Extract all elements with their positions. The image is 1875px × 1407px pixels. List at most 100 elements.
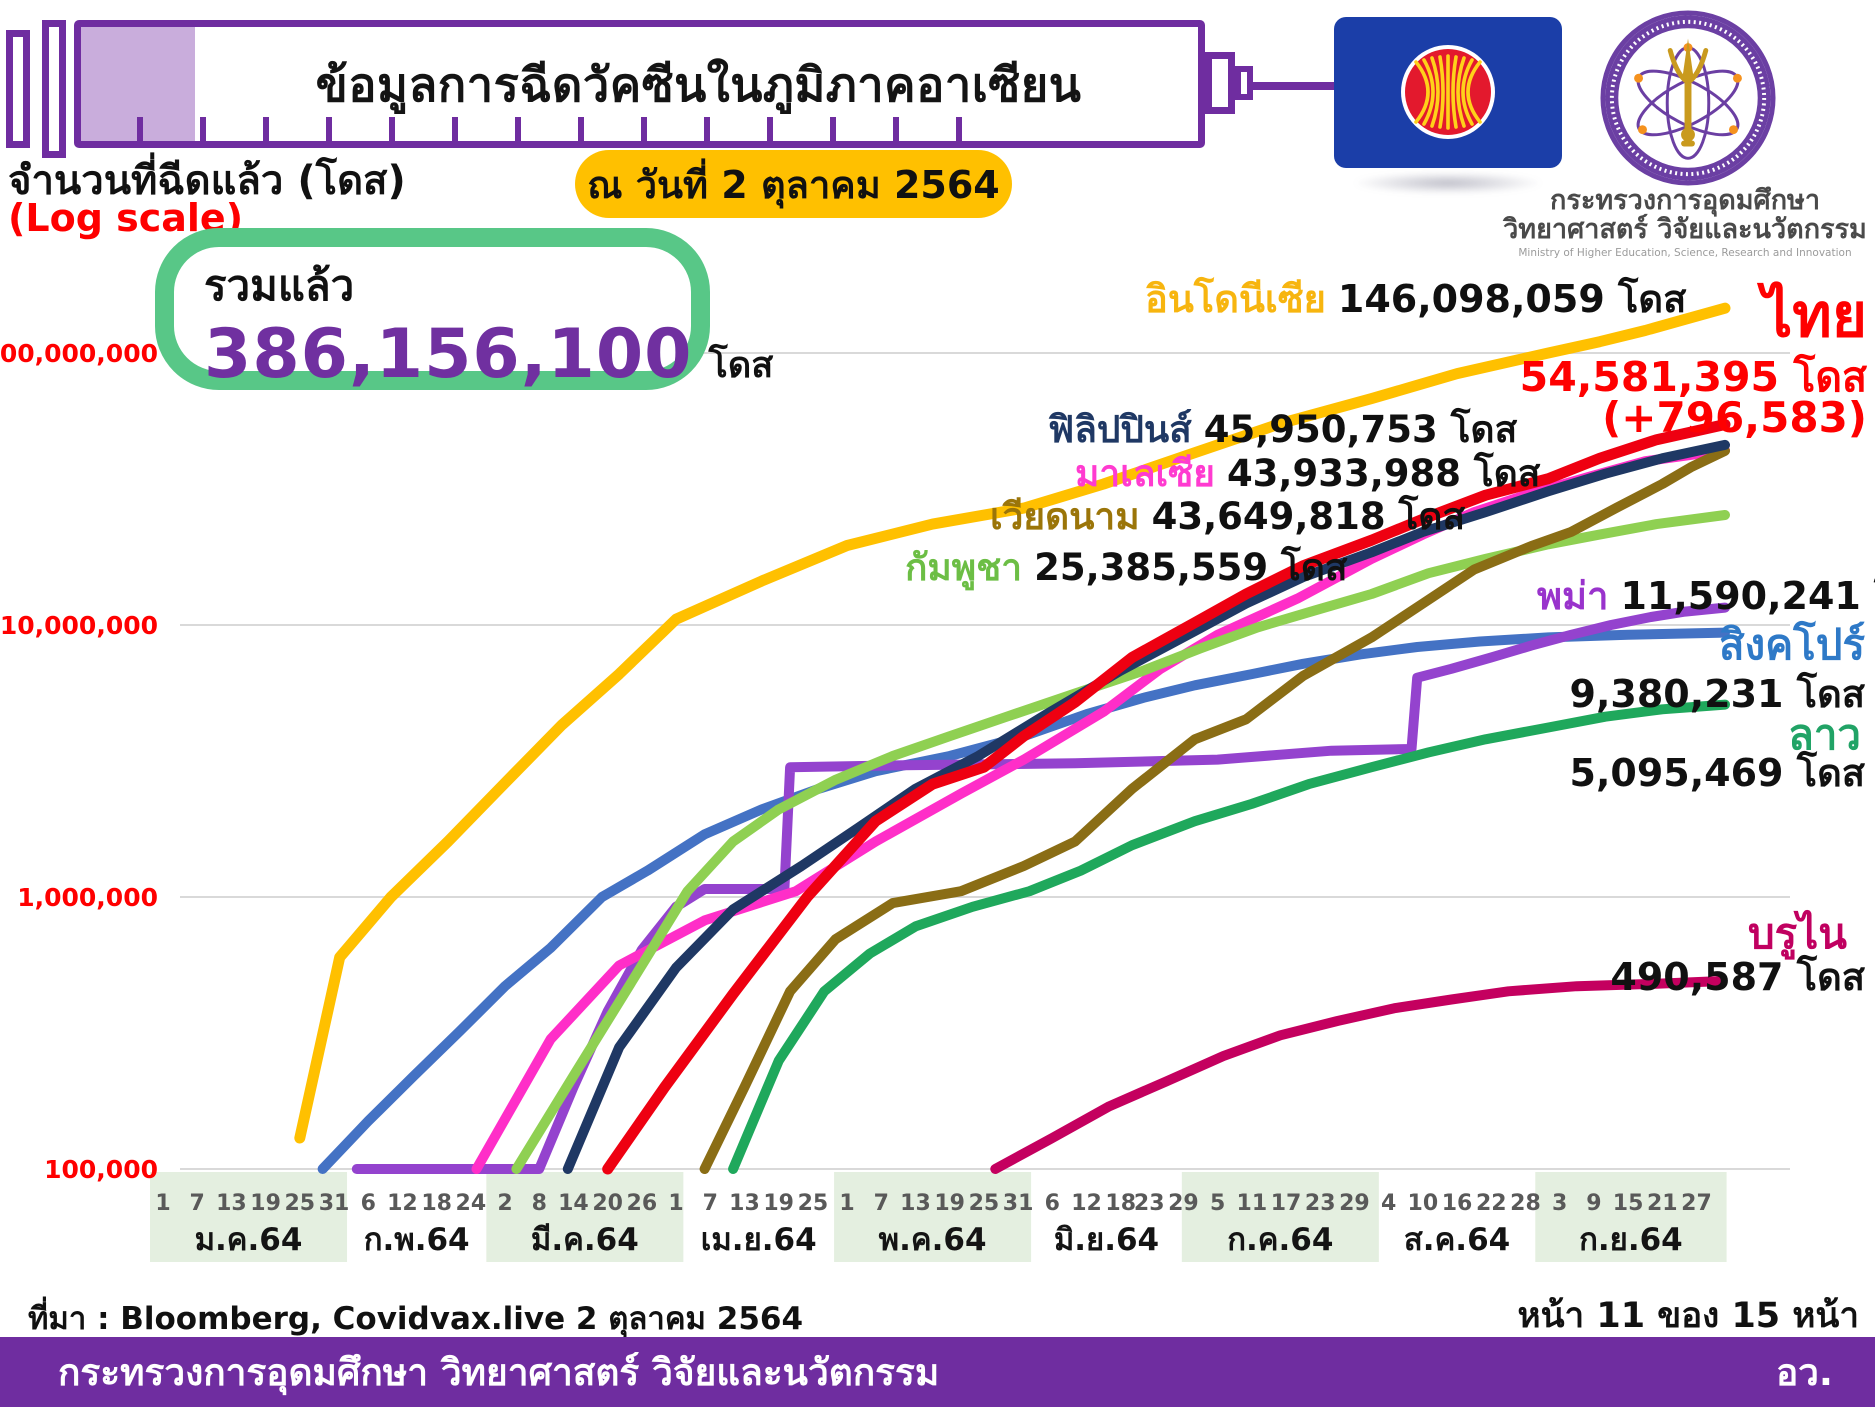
asean-paddy-sheaf-icon (1414, 54, 1482, 130)
y-tick-label: 100,000 (44, 1155, 158, 1184)
day-tick-label: 2 (497, 1191, 512, 1216)
series-line-myanmar (351, 602, 1730, 1174)
total-label: รวมแล้ว (204, 261, 355, 310)
day-tick-label: 13 (900, 1191, 931, 1216)
syringe-needle (1253, 82, 1335, 90)
page-indicator: หน้า 11 ของ 15 หน้า (1517, 1296, 1860, 1336)
month-band (150, 1172, 348, 1262)
as-of-date-badge: ณ วันที่ 2 ตุลาคม 2564 (575, 150, 1012, 218)
day-tick-label: 20 (592, 1191, 623, 1216)
day-tick-label: 6 (361, 1191, 376, 1216)
y-axis-title: จำนวนที่ฉีดแล้ว (โดส) (8, 158, 406, 204)
day-tick-label: 19 (763, 1191, 794, 1216)
orbit-nodes (1634, 43, 1742, 135)
series-line-laos (728, 699, 1730, 1174)
data-source: ที่มา : Bloomberg, Covidvax.live 2 ตุลาค… (28, 1301, 804, 1337)
month-band (486, 1172, 684, 1262)
syringe-plunger-rod (42, 20, 66, 158)
day-tick-label: 10 (1408, 1191, 1439, 1216)
day-tick-label: 12 (1071, 1191, 1102, 1216)
day-tick-label: 7 (190, 1191, 205, 1216)
month-label: พ.ค.64 (879, 1222, 987, 1258)
month-label: เม.ย.64 (701, 1222, 817, 1258)
series-line-thailand (602, 419, 1731, 1175)
day-tick-label: 7 (874, 1191, 889, 1216)
day-tick-label: 5 (1210, 1191, 1225, 1216)
thailand-label: ไทย (1762, 281, 1867, 351)
ministry-name-english: Ministry of Higher Education, Science, R… (1518, 247, 1852, 259)
day-tick-label: 31 (319, 1191, 350, 1216)
day-tick-label: 23 (1134, 1191, 1165, 1216)
philippines-value: 45,950,753 โดส (1203, 408, 1518, 451)
day-tick-label: 4 (1381, 1191, 1396, 1216)
day-tick-label: 29 (1339, 1191, 1370, 1216)
indonesia-label: อินโดนีเซีย (1145, 277, 1326, 321)
day-tick-label: 22 (1476, 1191, 1507, 1216)
day-tick-label: 13 (216, 1191, 247, 1216)
day-tick-label: 29 (1168, 1191, 1199, 1216)
day-tick-label: 1 (155, 1191, 170, 1216)
myanmar-value: 11,590,241 โดส (1620, 574, 1875, 618)
y-tick-label: 100,000,000 (0, 339, 158, 368)
day-tick-label: 6 (1045, 1191, 1060, 1216)
brunei-label: บรูไน (1747, 909, 1847, 958)
annotation-philippines: ฟิลิปปินส์ 45,950,753 โดส (1048, 400, 1517, 459)
series-line-singapore (317, 627, 1730, 1174)
day-tick-label: 26 (627, 1191, 658, 1216)
day-tick-label: 23 (1305, 1191, 1336, 1216)
day-tick-label: 7 (703, 1191, 718, 1216)
month-label: ส.ค.64 (1404, 1222, 1510, 1258)
annotation-vietnam: เวียดนาม 43,649,818 โดส (990, 487, 1465, 546)
total-doses-unit: โดส (708, 345, 774, 386)
vietnam-label: เวียดนาม (990, 495, 1140, 538)
myanmar-label: พม่า (1537, 574, 1609, 618)
month-label: ก.ค.64 (1227, 1222, 1333, 1258)
ministry-caption: กระทรวงการอุดมศึกษา วิทยาศาสตร์ วิจัยและ… (1495, 186, 1875, 259)
syringe-nozzle-tip (1235, 66, 1253, 100)
footer-abbr: อว. (1775, 1350, 1833, 1394)
day-tick-label: 24 (456, 1191, 487, 1216)
day-tick-label: 13 (729, 1191, 760, 1216)
ministry-seal-icon (1600, 10, 1776, 186)
thailand-value: 54,581,395 โดส (1519, 353, 1867, 401)
asean-flag (1334, 17, 1562, 168)
day-tick-label: 1 (839, 1191, 854, 1216)
day-tick-label: 19 (250, 1191, 281, 1216)
day-tick-label: 21 (1647, 1191, 1678, 1216)
indonesia-value: 146,098,059 โดส (1337, 277, 1687, 321)
brunei-value: 490,587 โดส (1610, 955, 1865, 999)
month-label: มี.ค.64 (531, 1222, 639, 1258)
y-tick-label: 10,000,000 (0, 611, 158, 640)
philippines-label: ฟิลิปปินส์ (1048, 408, 1192, 451)
singapore-value: 9,380,231 โดส (1569, 672, 1865, 716)
flag-shadow (1352, 172, 1544, 194)
day-tick-label: 25 (798, 1191, 829, 1216)
month-label: มิ.ย.64 (1054, 1222, 1159, 1258)
syringe-nozzle (1205, 52, 1235, 114)
series-line-brunei (990, 976, 1725, 1174)
y-tick-label: 1,000,000 (17, 883, 158, 912)
series-line-indonesia (294, 302, 1731, 1144)
series-line-vietnam (699, 445, 1730, 1174)
annotation-indonesia: อินโดนีเซีย 146,098,059 โดส (1145, 268, 1686, 329)
cambodia-label: กัมพูชา (905, 546, 1023, 589)
day-tick-label: 19 (934, 1191, 965, 1216)
footer-ministry-text: กระทรวงการอุดมศึกษา วิทยาศาสตร์ วิจัยและ… (58, 1350, 940, 1394)
day-tick-label: 27 (1681, 1191, 1712, 1216)
day-tick-label: 14 (558, 1191, 589, 1216)
day-tick-label: 28 (1510, 1191, 1541, 1216)
month-band (834, 1172, 1032, 1262)
ministry-name-line2: วิทยาศาสตร์ วิจัยและนวัตกรรม (1503, 214, 1867, 245)
series-line-philippines (562, 439, 1730, 1174)
total-doses-box: รวมแล้ว 386,156,100 โดส (155, 228, 773, 394)
laos-label: ลาว (1788, 710, 1861, 759)
total-doses-value: 386,156,100 (204, 315, 693, 394)
vietnam-value: 43,649,818 โดส (1151, 495, 1466, 538)
day-tick-label: 25 (969, 1191, 1000, 1216)
day-tick-label: 17 (1271, 1191, 1302, 1216)
malaysia-value: 43,933,988 โดส (1226, 452, 1541, 495)
page-title: ข้อมูลการฉีดวัคซีนในภูมิภาคอาเซียน (315, 57, 1082, 113)
ministry-name-line1: กระทรวงการอุดมศึกษา (1550, 185, 1820, 216)
day-tick-label: 3 (1552, 1191, 1567, 1216)
